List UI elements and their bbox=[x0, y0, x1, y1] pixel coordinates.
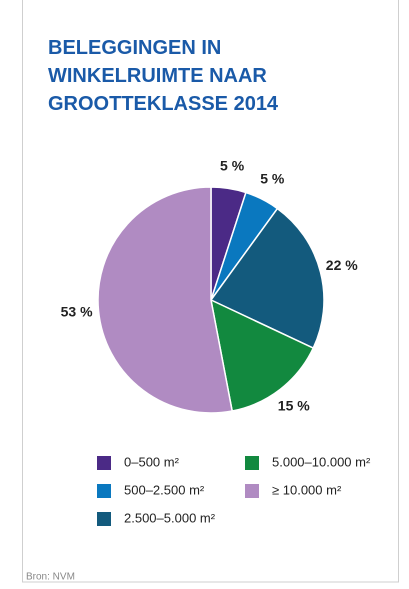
chart-title: BELEGGINGEN IN WINKELRUIMTE NAAR GROOTTE… bbox=[48, 37, 279, 115]
legend-label: ≥ 10.000 m² bbox=[272, 482, 342, 497]
value-label: 53 % bbox=[61, 303, 93, 319]
legend-swatch bbox=[97, 484, 111, 498]
value-label: 5 % bbox=[220, 157, 245, 173]
legend-swatch bbox=[97, 456, 111, 470]
pie-slice bbox=[209, 298, 315, 412]
value-label: 5 % bbox=[260, 170, 285, 186]
legend-label: 5.000–10.000 m² bbox=[272, 454, 371, 469]
legend-label: 2.500–5.000 m² bbox=[124, 510, 216, 525]
legend-swatch bbox=[245, 484, 259, 498]
legend-label: 0–500 m² bbox=[124, 454, 180, 469]
value-label: 15 % bbox=[278, 397, 310, 413]
legend-swatch bbox=[245, 456, 259, 470]
frame bbox=[22, 0, 399, 583]
legend-label: 500–2.500 m² bbox=[124, 482, 205, 497]
legend-swatch bbox=[97, 512, 111, 526]
source: Bron: NVM bbox=[26, 572, 75, 583]
pie-slice bbox=[97, 186, 234, 414]
value-label: 22 % bbox=[326, 257, 358, 273]
